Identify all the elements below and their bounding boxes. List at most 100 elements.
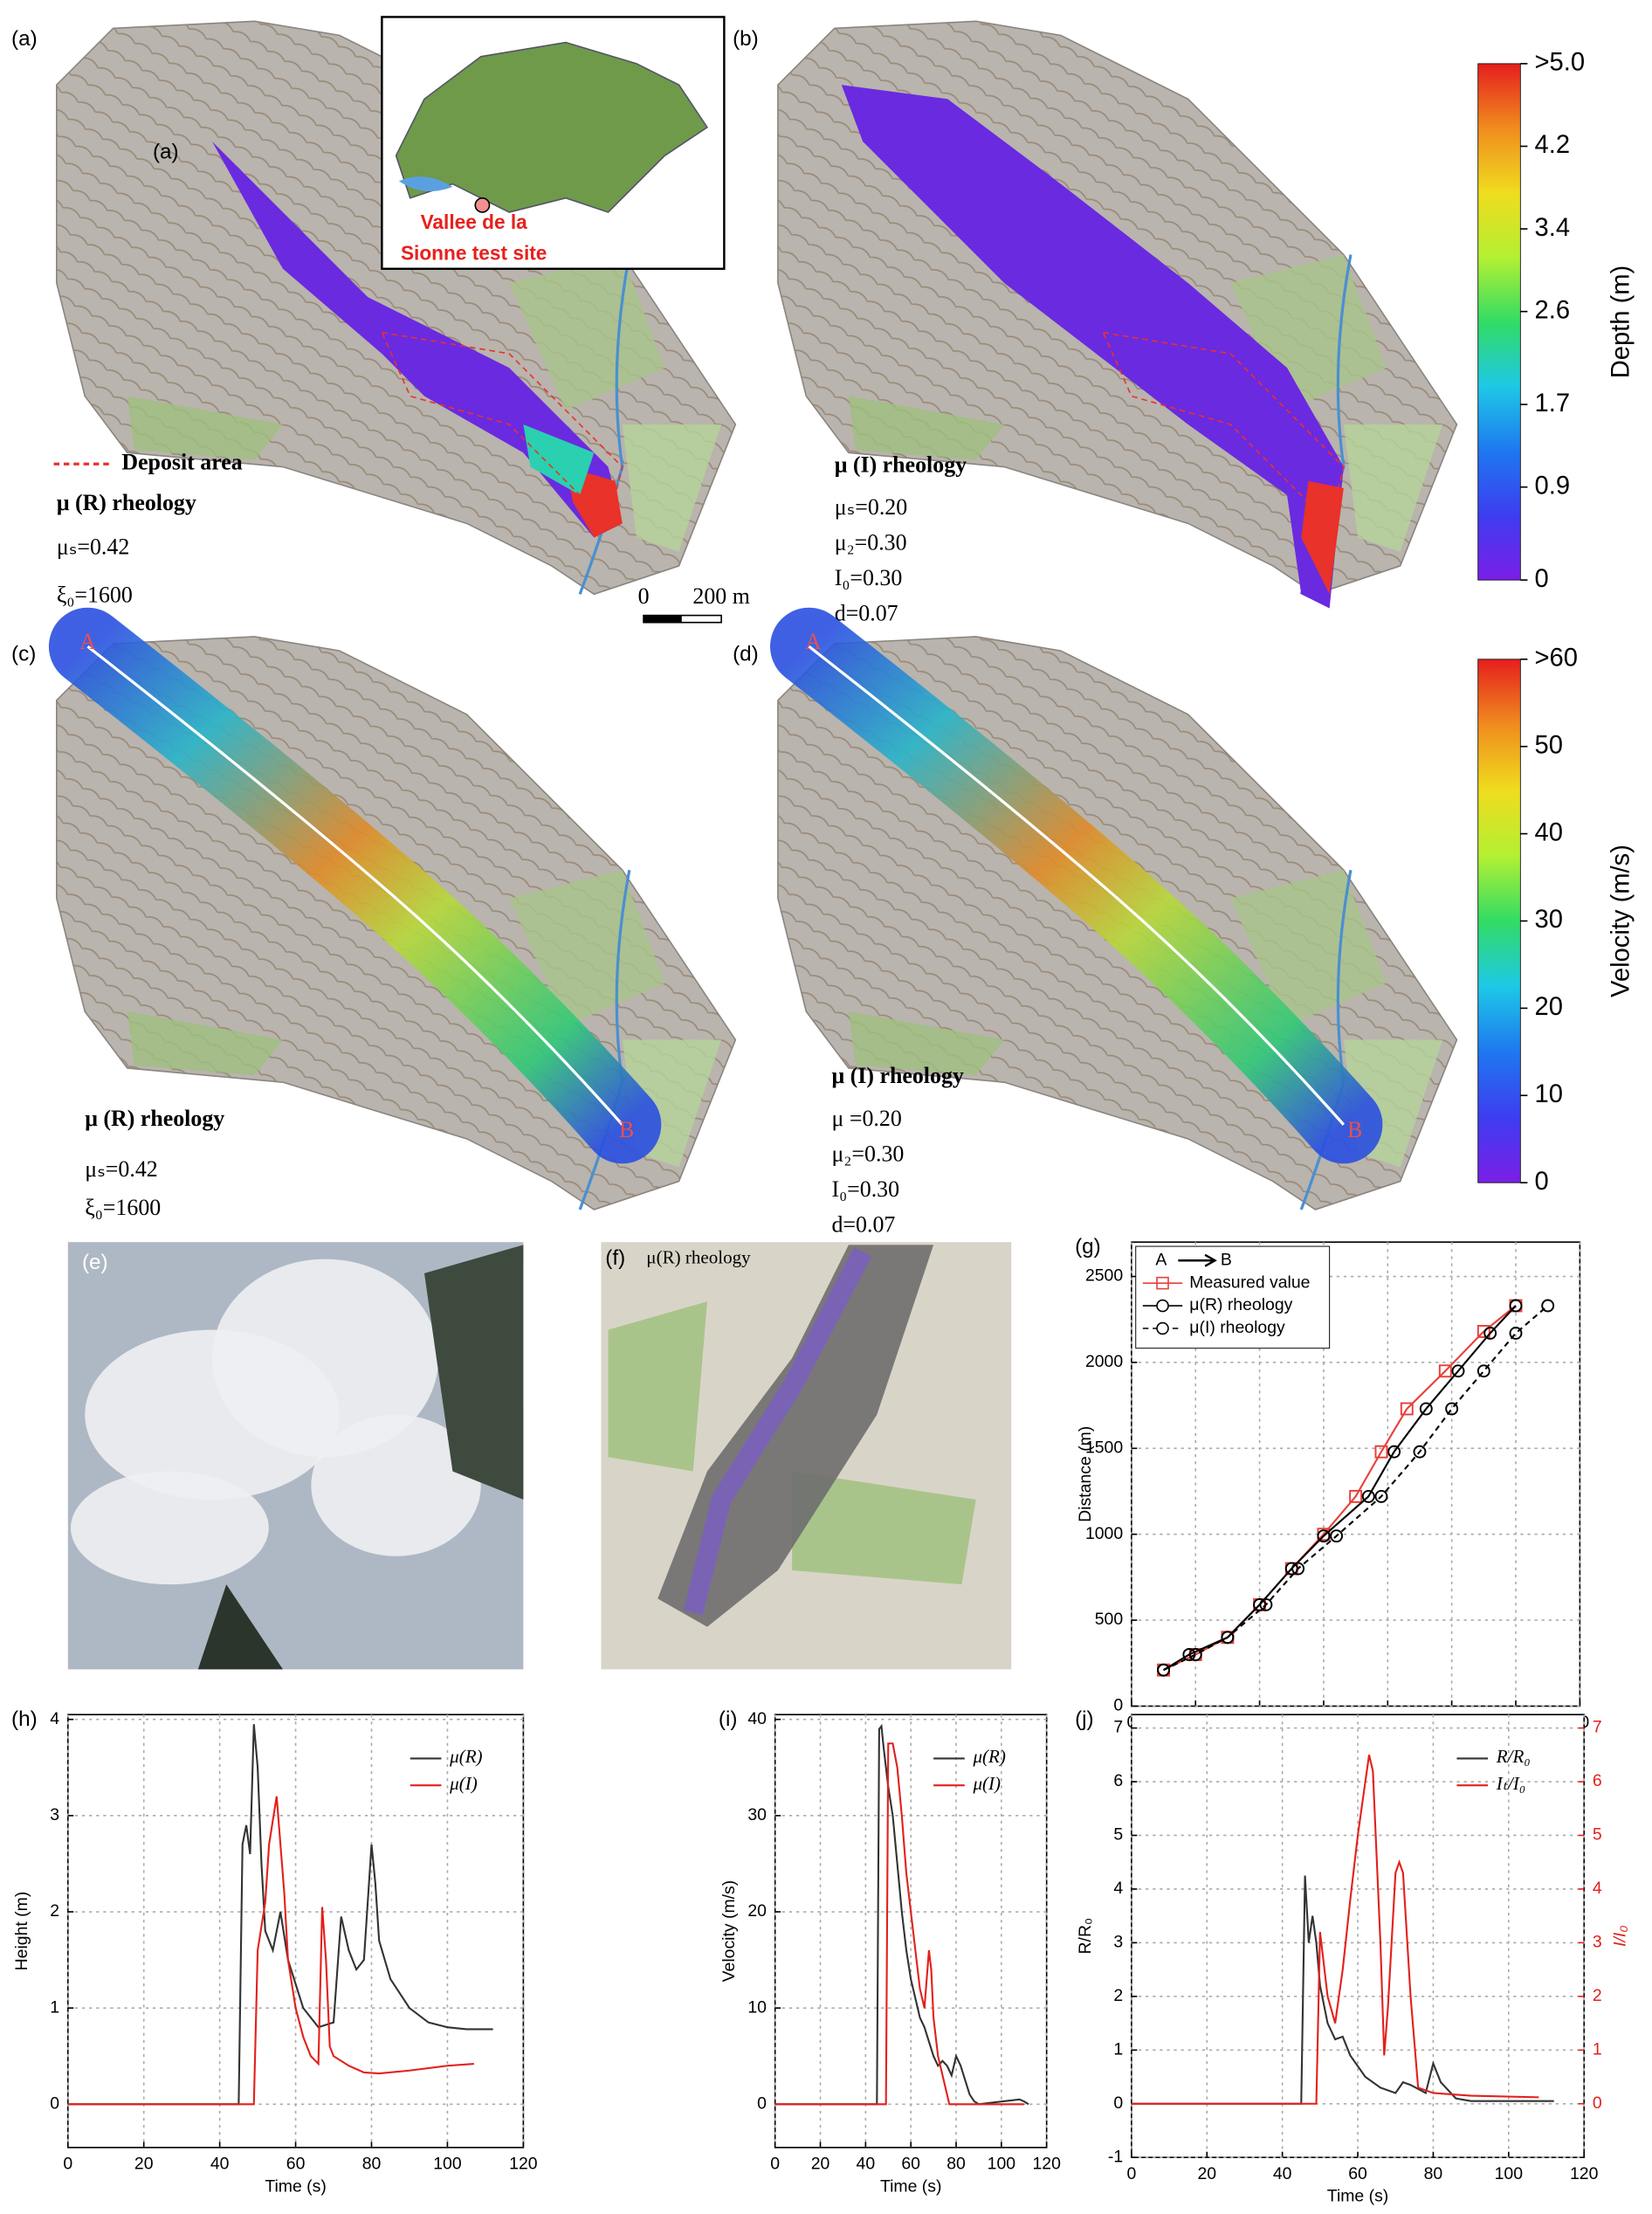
y2-tick-label: 1 bbox=[1593, 2039, 1602, 2059]
legend-marker bbox=[1156, 1276, 1169, 1290]
legend-marker bbox=[1156, 1299, 1169, 1313]
inset-caption: Sionne test site bbox=[401, 242, 547, 265]
avalanche-deposit bbox=[1301, 480, 1344, 595]
forest bbox=[622, 424, 722, 552]
deposit-outline bbox=[381, 331, 623, 525]
colorbar-tick-label: 3.4 bbox=[1535, 214, 1571, 242]
y-tick-label: 4 bbox=[50, 1709, 59, 1728]
marker bbox=[1374, 1489, 1388, 1503]
marker bbox=[1541, 1299, 1555, 1313]
marker bbox=[1221, 1631, 1235, 1645]
panel-label: (b) bbox=[733, 27, 759, 51]
parameter: μₛ=0.42 bbox=[85, 1156, 158, 1182]
parameter: ξ₀=1600 bbox=[57, 583, 133, 608]
y-tick-label: 2000 bbox=[1085, 1352, 1123, 1371]
avalanche-depth bbox=[212, 141, 623, 538]
y2-tick-label: 3 bbox=[1593, 1933, 1602, 1952]
colorbar-tick-label: 0.9 bbox=[1535, 472, 1571, 500]
map-panel: (a) (a) Deposit area μ (R) rheology μₛ=0.42 ξ… bbox=[11, 20, 737, 608]
panel-label: (j) bbox=[1075, 1707, 1094, 1731]
parameter: ξ₀=1600 bbox=[85, 1195, 161, 1220]
y2-tick-label: 7 bbox=[1593, 1718, 1602, 1737]
y-tick-label: 2 bbox=[50, 1901, 59, 1921]
colorbar-tick-label: >5.0 bbox=[1535, 49, 1586, 77]
parameter: μₛ=0.20 bbox=[835, 494, 908, 520]
map-panel: (c) μ (R) rheology μₛ=0.42 ξ₀=1600 A B bbox=[11, 607, 737, 1220]
y-tick-label: 1 bbox=[1113, 2039, 1123, 2059]
trees bbox=[197, 1584, 283, 1670]
legend-label: R/R₀ bbox=[1496, 1746, 1531, 1767]
x-tick-label: 80 bbox=[946, 2154, 966, 2173]
legend-label: μ(R) rheology bbox=[1189, 1295, 1292, 1314]
marker bbox=[1509, 1327, 1523, 1340]
marker bbox=[1188, 1648, 1202, 1661]
series-line bbox=[774, 1723, 1029, 2106]
y-tick-label: 10 bbox=[747, 1997, 767, 2017]
colorbar-tick-label: 4.2 bbox=[1535, 131, 1571, 159]
x-tick-label: 120 bbox=[1570, 2164, 1599, 2183]
series-line bbox=[1131, 1875, 1554, 2105]
y-tick-label: 1 bbox=[50, 1997, 59, 2017]
inset-country bbox=[395, 41, 709, 213]
marker bbox=[1387, 1445, 1401, 1459]
x-tick-label: 0 bbox=[63, 2154, 72, 2173]
series-line bbox=[67, 1796, 474, 2106]
forest bbox=[1230, 254, 1387, 410]
marker bbox=[1157, 1663, 1171, 1677]
legend-label: μ(I) rheology bbox=[1189, 1318, 1285, 1337]
marker bbox=[1483, 1327, 1497, 1340]
colorbar bbox=[1477, 659, 1521, 1183]
y-axis-title: Height (m) bbox=[12, 1892, 31, 1971]
map-panel: (b) μ (I) rheology μₛ=0.20 μ₂=0.30 I₀=0.30 d=… bbox=[733, 20, 1458, 626]
colorbar-tick-label: 50 bbox=[1535, 731, 1563, 759]
series-line bbox=[774, 1742, 1024, 2106]
forest bbox=[127, 396, 283, 460]
y-tick-label: 2 bbox=[1113, 1986, 1123, 2005]
y-tick-label: 7 bbox=[1113, 1718, 1123, 1737]
site-marker bbox=[474, 197, 491, 213]
colorbar-tick-label: 40 bbox=[1535, 818, 1563, 846]
y-tick-label: 1000 bbox=[1085, 1524, 1123, 1543]
parameter: I₀=0.30 bbox=[831, 1176, 899, 1202]
marker bbox=[1361, 1489, 1375, 1503]
deposit-legend: Deposit area bbox=[121, 449, 242, 474]
x-tick-label: 60 bbox=[286, 2154, 306, 2173]
panel-label: (a) bbox=[11, 27, 38, 51]
y2-tick-label: 4 bbox=[1593, 1879, 1602, 1898]
x-tick-label: 40 bbox=[1273, 2164, 1292, 2183]
y-tick-label: 3 bbox=[1113, 1933, 1123, 1952]
forest bbox=[848, 1011, 1005, 1076]
panel-label: (i) bbox=[719, 1707, 738, 1731]
legend-label: μ(R) bbox=[449, 1746, 482, 1767]
y-axis-title: R/R₀ bbox=[1076, 1918, 1095, 1955]
y-tick-label: 3 bbox=[50, 1805, 59, 1824]
marker bbox=[1330, 1529, 1344, 1543]
y-tick-label: 500 bbox=[1095, 1610, 1124, 1629]
series-line bbox=[1131, 1755, 1539, 2105]
trees bbox=[423, 1245, 524, 1500]
colorbar-title: Velocity (m/s) bbox=[1607, 845, 1635, 997]
x-tick-label: 100 bbox=[1495, 2164, 1524, 2183]
snow-cloud bbox=[311, 1414, 481, 1556]
y2-tick-label: 5 bbox=[1593, 1825, 1602, 1845]
y-tick-label: 30 bbox=[747, 1805, 767, 1824]
legend-arrow bbox=[1178, 1253, 1217, 1267]
marker bbox=[1451, 1364, 1465, 1378]
colorbar-tick-label: 10 bbox=[1535, 1080, 1563, 1108]
y-tick-label: 0 bbox=[1113, 2093, 1123, 2113]
forest bbox=[127, 1011, 283, 1076]
avalanche-3d-flow bbox=[683, 1247, 872, 1616]
legend-title: B bbox=[1221, 1250, 1232, 1269]
rheology-name: μ(R) rheology bbox=[646, 1246, 751, 1267]
colorbar-tick-label: 30 bbox=[1535, 906, 1563, 934]
y2-tick-label: 6 bbox=[1593, 1771, 1602, 1790]
y-tick-label: 4 bbox=[1113, 1879, 1123, 1898]
marker bbox=[1413, 1445, 1427, 1459]
y2-tick-label: 2 bbox=[1593, 1986, 1602, 2005]
forest bbox=[509, 870, 665, 1026]
scale-label: 0 bbox=[638, 583, 650, 609]
scale-bar bbox=[644, 615, 682, 623]
parameter: μ₂=0.30 bbox=[835, 530, 907, 555]
panel-label: (d) bbox=[733, 642, 759, 666]
